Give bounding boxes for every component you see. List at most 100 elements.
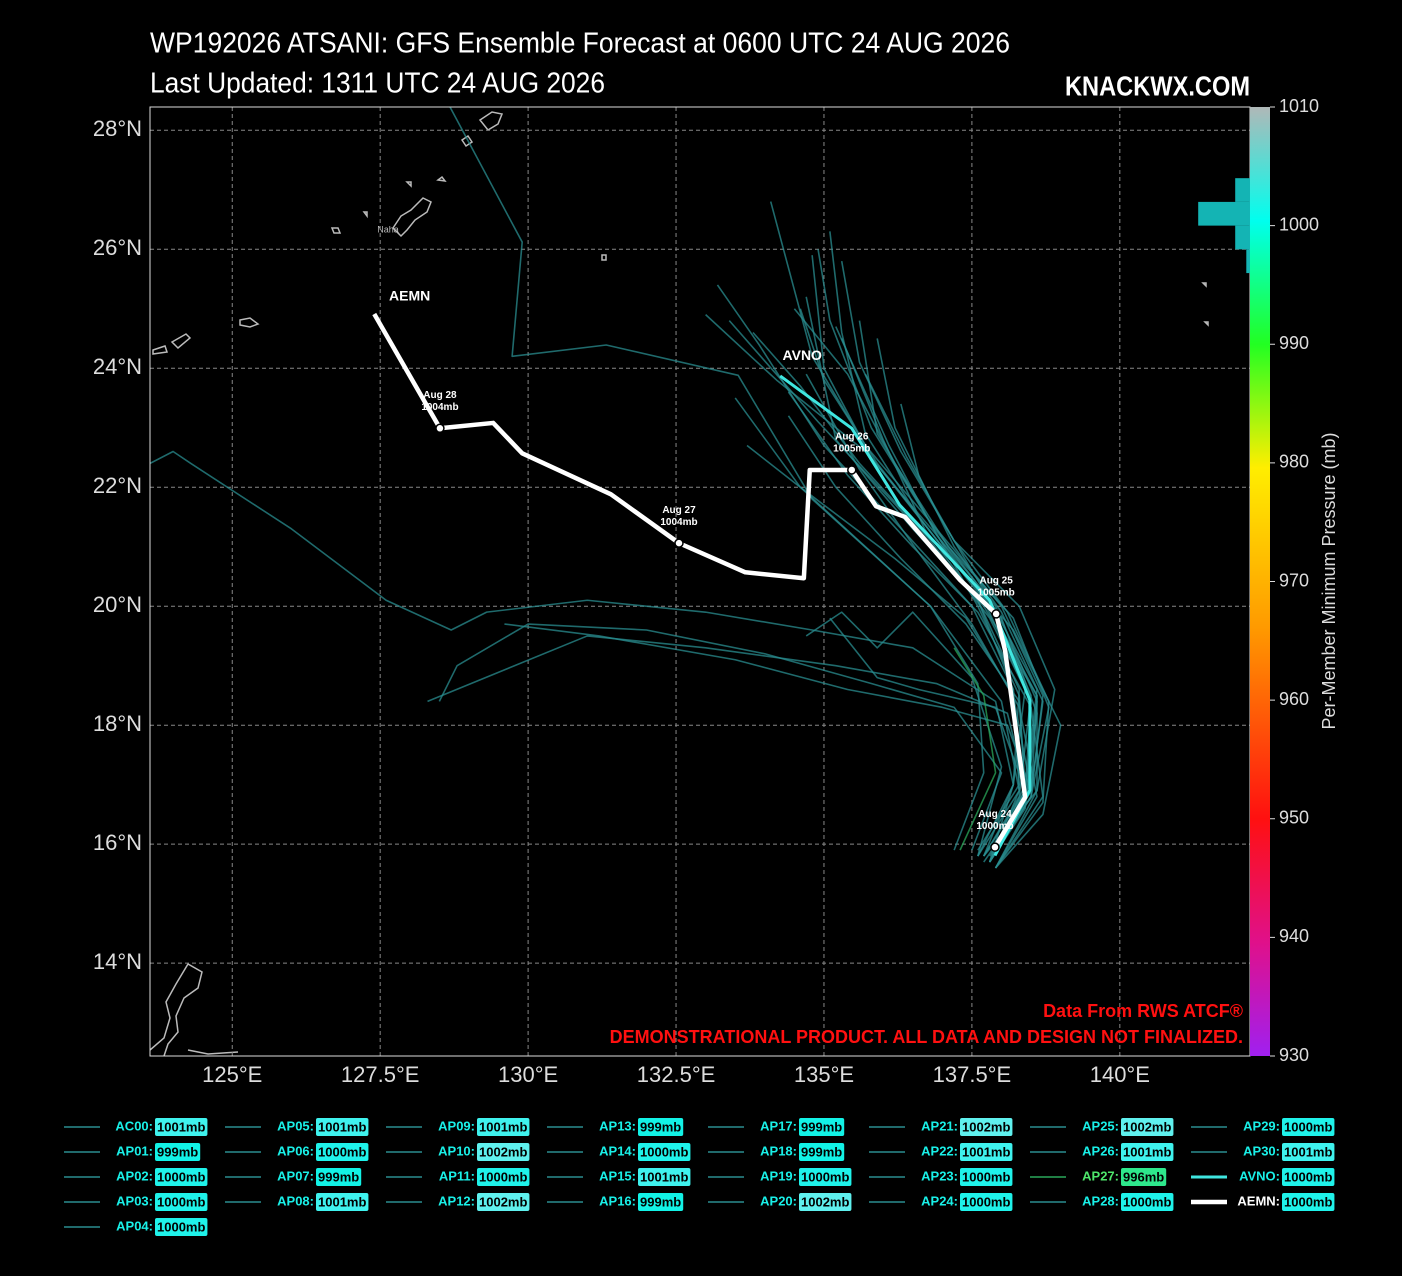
- legend-pressure: 1001mb: [318, 1119, 366, 1134]
- legend-label: AP19:: [760, 1168, 797, 1183]
- legend-badge: [799, 1168, 852, 1186]
- legend-pressure: 1001mb: [157, 1119, 205, 1134]
- y-tick-label: 16°N: [93, 830, 142, 855]
- annotation-date: Aug 28: [423, 390, 457, 401]
- legend-label: AP02:: [116, 1168, 153, 1183]
- subtitle: Last Updated: 1311 UTC 24 AUG 2026: [150, 68, 605, 100]
- coastline: [150, 962, 239, 1056]
- title: WP192026 ATSANI: GFS Ensemble Forecast a…: [150, 28, 1010, 60]
- annotation-pressure: 1005mb: [978, 588, 1015, 599]
- y-tick-label: 22°N: [93, 473, 142, 498]
- legend-label: AP12:: [438, 1193, 475, 1208]
- legend-badge: [799, 1143, 845, 1161]
- annotation-pressure: 1004mb: [660, 517, 697, 528]
- track: [805, 611, 1003, 857]
- legend-pressure: 1001mb: [318, 1194, 366, 1209]
- legend-pressure: 1001mb: [962, 1144, 1010, 1159]
- legend-badge: [960, 1168, 1013, 1186]
- legend-pressure: 999mb: [801, 1119, 842, 1134]
- track: [372, 312, 1028, 849]
- x-tick-label: 135°E: [794, 1062, 854, 1087]
- legend-pressure: 1000mb: [962, 1169, 1010, 1184]
- legend-badge: [638, 1118, 684, 1136]
- legend-label: AP13:: [599, 1118, 636, 1133]
- legend-label: AP15:: [599, 1168, 636, 1183]
- colorbar-tick-label: 950: [1279, 808, 1309, 828]
- legend-badge: [1282, 1193, 1335, 1211]
- track: [438, 623, 1003, 851]
- legend-badge: [638, 1168, 691, 1186]
- legend-badge: [477, 1193, 530, 1211]
- colorbar-tick-label: 940: [1279, 926, 1309, 946]
- legend-pressure: 1000mb: [1284, 1169, 1332, 1184]
- track-point: [991, 609, 1001, 619]
- colorbar-tick-label: 930: [1279, 1045, 1309, 1065]
- coastline: [330, 111, 504, 234]
- histogram-bar: [1246, 249, 1250, 274]
- track-label: AVNO: [783, 347, 823, 363]
- legend-pressure: 996mb: [1123, 1169, 1164, 1184]
- legend-pressure: 1000mb: [1284, 1194, 1332, 1209]
- track-point: [435, 423, 445, 434]
- legend-pressure: 1002mb: [801, 1194, 849, 1209]
- track-point: [674, 538, 684, 548]
- legend-badge: [638, 1193, 684, 1211]
- y-tick-label: 14°N: [93, 949, 142, 974]
- legend-label: AP22:: [921, 1143, 958, 1158]
- histogram-bar: [1235, 225, 1250, 250]
- legend-label: AP16:: [599, 1193, 636, 1208]
- legend-label: AP25:: [1082, 1118, 1119, 1133]
- legend-label: AP18:: [760, 1143, 797, 1158]
- legend-pressure: 1002mb: [1123, 1119, 1171, 1134]
- legend-pressure: 1001mb: [479, 1119, 527, 1134]
- legend-pressure: 999mb: [801, 1144, 842, 1159]
- legend-badge: [1121, 1143, 1174, 1161]
- coastline: [392, 197, 432, 238]
- legend-label: AP04:: [116, 1218, 153, 1233]
- legend-pressure: 1000mb: [318, 1144, 366, 1159]
- legend-label: AP23:: [921, 1168, 958, 1183]
- place-label: Naha: [377, 224, 399, 234]
- legend-badge: [316, 1143, 369, 1161]
- annotation-date: Aug 24: [978, 809, 1012, 820]
- legend-pressure: 1000mb: [157, 1219, 205, 1234]
- track: [805, 373, 1038, 869]
- legend-badge: [1282, 1118, 1335, 1136]
- legend-label: AP11:: [439, 1168, 475, 1183]
- legend-label: AP21:: [921, 1118, 958, 1133]
- track: [779, 374, 1032, 857]
- legend-pressure: 1000mb: [640, 1144, 688, 1159]
- legend-badge: [155, 1218, 208, 1236]
- annotation-date: Aug 25: [979, 576, 1013, 587]
- legend-badge: [316, 1168, 362, 1186]
- x-tick-label: 137.5°E: [933, 1062, 1012, 1087]
- track: [449, 107, 1021, 863]
- track: [864, 373, 1050, 869]
- legend-badge: [316, 1118, 369, 1136]
- colorbar-tick-label: 980: [1279, 452, 1309, 472]
- legend-pressure: 1000mb: [1284, 1119, 1332, 1134]
- colorbar-tick-label: 970: [1279, 570, 1309, 590]
- annotation-pressure: 1005mb: [833, 444, 870, 455]
- legend-badge: [638, 1143, 691, 1161]
- legend-pressure: 1002mb: [962, 1119, 1010, 1134]
- annotation-date: Aug 26: [835, 432, 869, 443]
- colorbar-label: Per-Member Minimum Pressure (mb): [1319, 432, 1339, 729]
- legend-label: AVNO:: [1239, 1168, 1280, 1183]
- legend-label: AP27:: [1082, 1168, 1119, 1183]
- legend-label: AP07:: [277, 1168, 314, 1183]
- legend-label: AP01:: [116, 1143, 153, 1158]
- coastlines: [150, 111, 1209, 1056]
- legend-pressure: 1002mb: [479, 1194, 527, 1209]
- legend-pressure: 1000mb: [157, 1194, 205, 1209]
- legend-pressure: 1001mb: [1284, 1144, 1332, 1159]
- legend-badge: [155, 1193, 208, 1211]
- legend-label: AP05:: [277, 1118, 314, 1133]
- legend-pressure: 999mb: [640, 1119, 681, 1134]
- legend-badge: [1121, 1193, 1174, 1211]
- annotation-pressure: 1000mb: [976, 821, 1013, 832]
- y-tick-label: 28°N: [93, 116, 142, 141]
- legend-label: AC00:: [115, 1118, 153, 1133]
- x-tick-label: 140°E: [1090, 1062, 1150, 1087]
